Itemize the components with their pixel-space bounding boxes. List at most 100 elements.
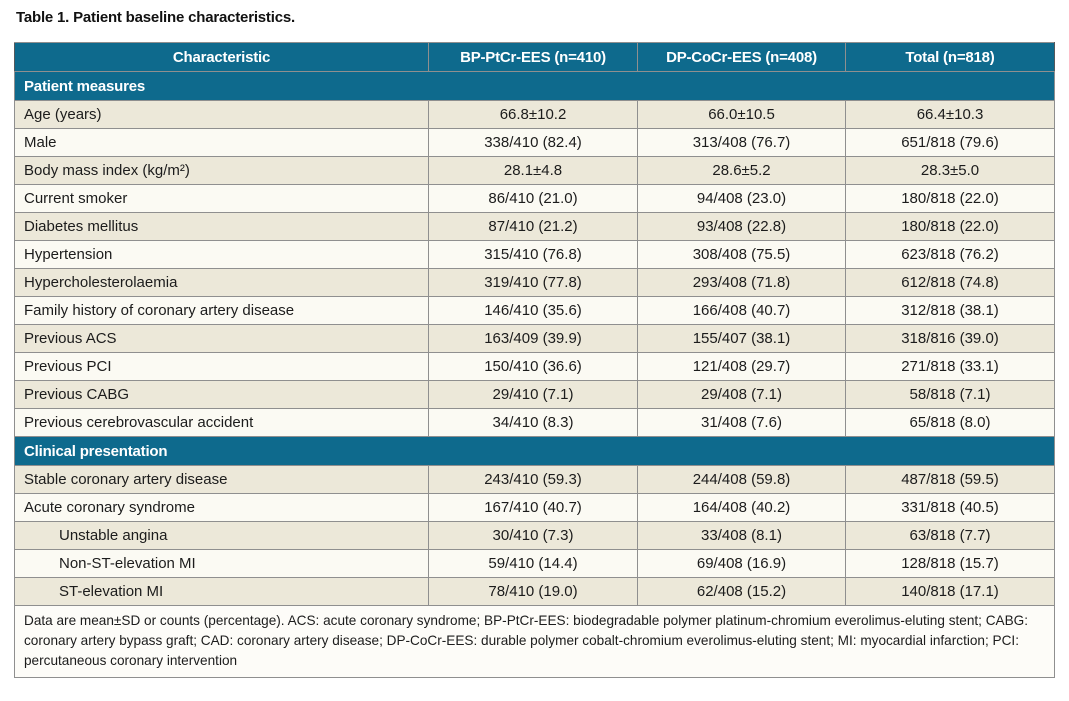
- row-value: 121/408 (29.7): [637, 352, 846, 381]
- table-row: Non-ST-elevation MI 59/410 (14.4) 69/408 (…: [14, 549, 1055, 578]
- row-value: 180/818 (22.0): [845, 184, 1055, 213]
- row-value: 66.8±10.2: [428, 100, 638, 129]
- row-value: 612/818 (74.8): [845, 268, 1055, 297]
- table-footer: Data are mean±SD or counts (percentage).…: [14, 604, 1055, 679]
- row-value: 94/408 (23.0): [637, 184, 846, 213]
- row-label: Family history of coronary artery diseas…: [14, 296, 429, 325]
- row-value: 308/408 (75.5): [637, 240, 846, 269]
- table-row: Age (years) 66.8±10.2 66.0±10.5 66.4±10.3: [14, 100, 1055, 129]
- row-value: 140/818 (17.1): [845, 577, 1055, 606]
- row-label: Hypercholesterolaemia: [14, 268, 429, 297]
- table-row: Family history of coronary artery diseas…: [14, 296, 1055, 325]
- table-row: Previous cerebrovascular accident 34/410 …: [14, 408, 1055, 437]
- row-label: Non-ST-elevation MI: [14, 549, 429, 578]
- table-row: Hypercholesterolaemia 319/410 (77.8) 293/4…: [14, 268, 1055, 297]
- column-header-characteristic: Characteristic: [14, 42, 429, 72]
- footnote-text: Data are mean±SD or counts (percentage).…: [14, 604, 1055, 679]
- row-value: 293/408 (71.8): [637, 268, 846, 297]
- row-label: Previous PCI: [14, 352, 429, 381]
- row-value: 128/818 (15.7): [845, 549, 1055, 578]
- row-value: 155/407 (38.1): [637, 324, 846, 353]
- row-value: 166/408 (40.7): [637, 296, 846, 325]
- row-label: Previous CABG: [14, 380, 429, 409]
- table-row: ST-elevation MI 78/410 (19.0) 62/408 (15.2…: [14, 577, 1055, 606]
- row-value: 65/818 (8.0): [845, 408, 1055, 437]
- row-value: 319/410 (77.8): [428, 268, 638, 297]
- row-value: 243/410 (59.3): [428, 465, 638, 494]
- table-row: Stable coronary artery disease 243/410 (5…: [14, 465, 1055, 494]
- table-row: Hypertension 315/410 (76.8) 308/408 (75.5)…: [14, 240, 1055, 269]
- column-header-dp-cocr-ees: DP-CoCr-EES (n=408): [637, 42, 846, 72]
- table-title: Table 1. Patient baseline characteristic…: [16, 9, 295, 26]
- column-header-row: Characteristic BP-PtCr-EES (n=410) DP-Co…: [14, 42, 1055, 72]
- row-label: Diabetes mellitus: [14, 212, 429, 241]
- row-value: 150/410 (36.6): [428, 352, 638, 381]
- table-header: Characteristic BP-PtCr-EES (n=410) DP-Co…: [14, 42, 1055, 72]
- column-header-total: Total (n=818): [845, 42, 1055, 72]
- section-header-row: Clinical presentation: [14, 436, 1055, 466]
- table-row: Diabetes mellitus 87/410 (21.2) 93/408 (22…: [14, 212, 1055, 241]
- row-value: 29/410 (7.1): [428, 380, 638, 409]
- table-row: Current smoker 86/410 (21.0) 94/408 (23.0)…: [14, 184, 1055, 213]
- table-row: Previous ACS 163/409 (39.9) 155/407 (38.1)…: [14, 324, 1055, 353]
- section-header: Clinical presentation: [14, 436, 1055, 466]
- table-row: Unstable angina 30/410 (7.3) 33/408 (8.1) 6…: [14, 521, 1055, 550]
- baseline-characteristics-table: Characteristic BP-PtCr-EES (n=410) DP-Co…: [14, 42, 1055, 679]
- row-value: 66.4±10.3: [845, 100, 1055, 129]
- row-value: 58/818 (7.1): [845, 380, 1055, 409]
- row-label: Current smoker: [14, 184, 429, 213]
- row-value: 28.6±5.2: [637, 156, 846, 185]
- row-label: Age (years): [14, 100, 429, 129]
- row-value: 180/818 (22.0): [845, 212, 1055, 241]
- row-value: 29/408 (7.1): [637, 380, 846, 409]
- row-value: 167/410 (40.7): [428, 493, 638, 522]
- row-value: 93/408 (22.8): [637, 212, 846, 241]
- row-value: 63/818 (7.7): [845, 521, 1055, 550]
- row-value: 86/410 (21.0): [428, 184, 638, 213]
- row-label: Previous ACS: [14, 324, 429, 353]
- row-value: 66.0±10.5: [637, 100, 846, 129]
- row-value: 623/818 (76.2): [845, 240, 1055, 269]
- row-label: Body mass index (kg/m²): [14, 156, 429, 185]
- row-value: 315/410 (76.8): [428, 240, 638, 269]
- row-value: 146/410 (35.6): [428, 296, 638, 325]
- row-value: 244/408 (59.8): [637, 465, 846, 494]
- row-value: 487/818 (59.5): [845, 465, 1055, 494]
- footnote-row: Data are mean±SD or counts (percentage).…: [14, 604, 1055, 679]
- row-value: 31/408 (7.6): [637, 408, 846, 437]
- table-body: Patient measures Age (years) 66.8±10.2 66.0…: [14, 71, 1055, 606]
- row-value: 338/410 (82.4): [428, 128, 638, 157]
- table-row: Male 338/410 (82.4) 313/408 (76.7) 651/818 …: [14, 128, 1055, 157]
- row-label: Previous cerebrovascular accident: [14, 408, 429, 437]
- row-value: 87/410 (21.2): [428, 212, 638, 241]
- row-value: 313/408 (76.7): [637, 128, 846, 157]
- table-row: Previous PCI 150/410 (36.6) 121/408 (29.7)…: [14, 352, 1055, 381]
- row-label: Acute coronary syndrome: [14, 493, 429, 522]
- table-row: Previous CABG 29/410 (7.1) 29/408 (7.1) 58/…: [14, 380, 1055, 409]
- row-label: ST-elevation MI: [14, 577, 429, 606]
- row-value: 331/818 (40.5): [845, 493, 1055, 522]
- row-value: 34/410 (8.3): [428, 408, 638, 437]
- table-row: Body mass index (kg/m²) 28.1±4.8 28.6±5.2 2…: [14, 156, 1055, 185]
- row-value: 651/818 (79.6): [845, 128, 1055, 157]
- row-value: 28.1±4.8: [428, 156, 638, 185]
- row-value: 69/408 (16.9): [637, 549, 846, 578]
- row-value: 33/408 (8.1): [637, 521, 846, 550]
- row-label: Hypertension: [14, 240, 429, 269]
- row-value: 318/816 (39.0): [845, 324, 1055, 353]
- row-label: Male: [14, 128, 429, 157]
- column-header-bp-ptcr-ees: BP-PtCr-EES (n=410): [428, 42, 638, 72]
- row-value: 30/410 (7.3): [428, 521, 638, 550]
- section-header: Patient measures: [14, 71, 1055, 101]
- table-row: Acute coronary syndrome 167/410 (40.7) 164…: [14, 493, 1055, 522]
- row-value: 312/818 (38.1): [845, 296, 1055, 325]
- row-value: 28.3±5.0: [845, 156, 1055, 185]
- section-header-row: Patient measures: [14, 71, 1055, 101]
- row-value: 78/410 (19.0): [428, 577, 638, 606]
- row-value: 271/818 (33.1): [845, 352, 1055, 381]
- row-value: 164/408 (40.2): [637, 493, 846, 522]
- row-value: 163/409 (39.9): [428, 324, 638, 353]
- row-value: 62/408 (15.2): [637, 577, 846, 606]
- row-label: Unstable angina: [14, 521, 429, 550]
